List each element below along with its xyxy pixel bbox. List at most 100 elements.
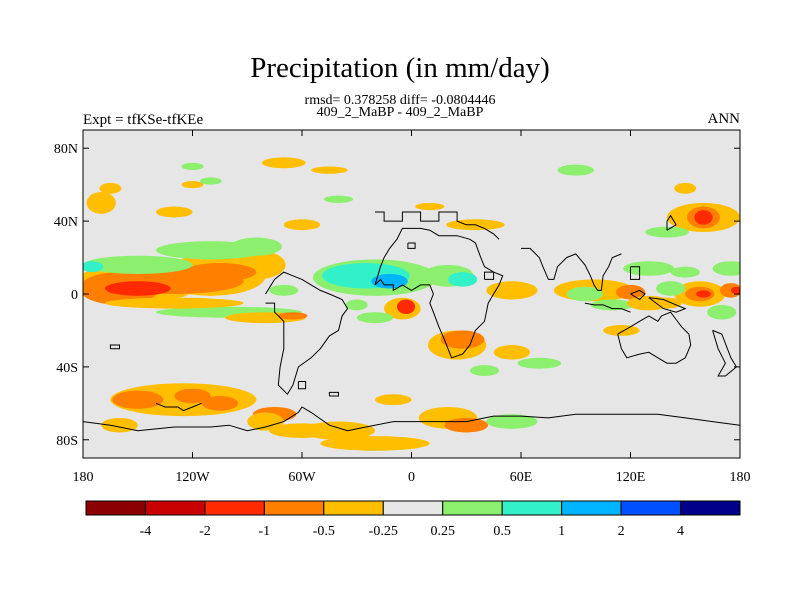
anomaly-patch	[566, 286, 604, 302]
anomaly-patch	[444, 417, 489, 433]
colorbar-label: 4	[677, 524, 684, 539]
anomaly-patch	[104, 297, 244, 309]
coastline-segment	[584, 302, 631, 313]
x-tick-label: 0	[408, 470, 415, 485]
anomaly-patch	[320, 436, 430, 451]
anomaly-patch	[396, 299, 416, 315]
x-tick-label: 180	[73, 470, 94, 485]
anomaly-patch	[230, 237, 282, 256]
anomaly-patch	[247, 412, 284, 431]
anomaly-patch	[696, 290, 711, 298]
anomaly-patch	[645, 226, 689, 238]
anomaly-patch	[656, 281, 686, 296]
colorbar-swatch	[680, 500, 741, 516]
anomaly-patch	[486, 414, 538, 429]
anomaly-patch	[311, 166, 348, 174]
colorbar-label: 1	[558, 524, 565, 539]
anomaly-patch	[261, 157, 306, 169]
anomaly-patch	[181, 162, 204, 171]
anomaly-patch	[415, 202, 445, 211]
colorbar-label: -0.5	[313, 524, 335, 539]
coastline-segment	[155, 402, 202, 412]
coastline	[83, 211, 740, 432]
coastline-segment	[374, 227, 504, 359]
colorbar-label: -2	[199, 524, 211, 539]
anomaly-patch	[112, 390, 164, 409]
coastline-segment	[630, 289, 646, 301]
anomaly-patch	[199, 177, 222, 185]
anomaly-patch	[323, 195, 354, 203]
x-tick-label: 60W	[288, 470, 316, 485]
coastline-segment	[297, 381, 307, 390]
anomaly-patch	[104, 281, 171, 296]
colorbar-swatch	[442, 500, 503, 516]
colorbar-swatch	[323, 500, 384, 516]
coastline-segment	[630, 266, 641, 280]
anomaly-patch	[603, 324, 640, 336]
coastline-segment	[521, 247, 622, 291]
y-tick-label: 40N	[54, 215, 78, 230]
colorbar-label: 0.25	[430, 524, 455, 539]
chart-title: Precipitation (in mm/day)	[250, 52, 550, 84]
anomaly-patch	[486, 281, 538, 300]
x-tick-label: 120E	[616, 470, 646, 485]
coastline-segment	[712, 329, 738, 377]
anomaly-patch	[86, 191, 116, 214]
season-label: ANN	[707, 111, 741, 127]
y-tick-label: 80S	[56, 434, 78, 449]
anomaly-patch	[694, 210, 713, 225]
coastline-segment	[648, 297, 687, 313]
anomaly-patch	[615, 284, 646, 300]
x-tick-label: 60E	[510, 470, 533, 485]
anomaly-patch	[356, 312, 394, 324]
anomaly-patch	[707, 304, 737, 320]
colorbar-label: -0.25	[369, 524, 398, 539]
anomaly-patch	[557, 164, 594, 176]
anomaly-patch	[278, 312, 308, 320]
colorbar-label: 0.5	[493, 524, 511, 539]
x-tick-label: 180	[730, 470, 751, 485]
anomaly-patch	[99, 182, 122, 194]
experiment-label: Expt = tfKSe-tfKEe	[83, 112, 204, 128]
colorbar-swatch	[382, 500, 444, 516]
stats-annotation: rmsd= 0.378258 diff= -0.0804446	[304, 93, 496, 108]
anomaly-patch	[201, 396, 239, 411]
anomaly-patch	[623, 261, 675, 276]
anomaly-patch	[730, 286, 740, 294]
x-tick-label: 120W	[175, 470, 210, 485]
anomaly-patch	[590, 299, 635, 311]
anomaly-patch	[674, 182, 697, 194]
anomaly-patch	[183, 263, 257, 282]
y-tick-label: 40S	[56, 361, 78, 376]
coastline-segment	[666, 214, 677, 231]
coastline-segment	[109, 344, 120, 350]
anomaly-patch	[269, 284, 299, 296]
anomaly-patch	[375, 394, 412, 406]
anomaly-patch	[712, 261, 740, 276]
y-tick-label: 0	[71, 288, 78, 303]
coastline-segment	[407, 242, 416, 249]
colorbar-label: 2	[618, 524, 625, 539]
anomaly-patch	[469, 365, 500, 376]
anomaly-patch	[345, 299, 368, 311]
chart-subtitle: 409_2_MaBP - 409_2_MaBP	[316, 105, 484, 120]
anomaly-patch	[181, 181, 204, 189]
anomaly-patch	[83, 255, 193, 274]
coastline-segment	[265, 271, 349, 396]
anomaly-patch	[302, 421, 375, 440]
y-tick-label: 80N	[54, 142, 78, 157]
anomaly-patch	[448, 272, 478, 287]
coastline-segment	[484, 271, 495, 280]
anomaly-patch	[517, 357, 562, 369]
coastline-segment	[83, 406, 740, 432]
anomaly-patch	[283, 219, 321, 231]
anomaly-patch	[670, 266, 700, 278]
colorbar-swatch	[561, 500, 622, 516]
colorbar-swatch	[144, 500, 206, 516]
coastline-segment	[328, 391, 339, 397]
colorbar-swatch	[85, 500, 146, 516]
coastline-segment	[375, 211, 500, 240]
anomaly-patch	[83, 261, 104, 273]
coastline-segment	[617, 311, 692, 364]
